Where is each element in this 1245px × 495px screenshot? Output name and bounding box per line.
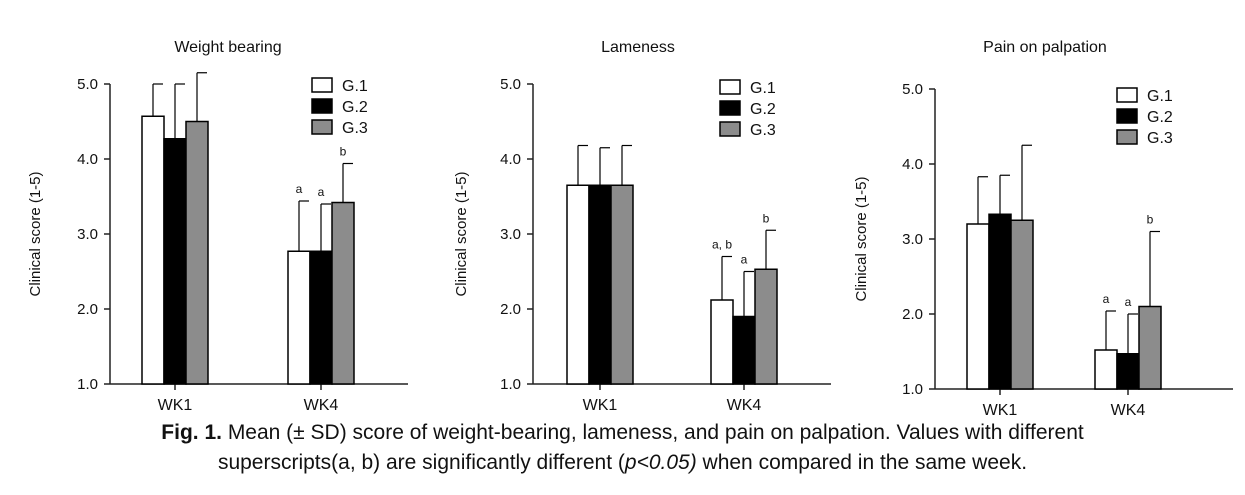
y-tick-label: 1.0 (902, 381, 923, 398)
legend-swatch (719, 79, 741, 95)
significance-label: b (340, 145, 347, 159)
bar-G3-wk1 (610, 184, 634, 385)
y-tick-label: 5.0 (500, 76, 521, 93)
caption-text-2b: when compared in the same week. (696, 451, 1028, 474)
caption-text-1: Mean (± SD) score of weight-bearing, lam… (227, 421, 1084, 444)
bar-G3-wk4 (754, 268, 778, 385)
chart-panel-2: Lameness Clinical score (1-5) 1.0 2.0 3.0 4.0… (453, 39, 831, 414)
significance-label: a (318, 185, 325, 199)
legend-label: G.2 (1147, 109, 1173, 126)
significance-label: b (763, 211, 770, 225)
x-tick-label: WK4 (1111, 402, 1146, 419)
y-tick-label: 3.0 (77, 226, 98, 243)
caption-label: Fig. 1. (161, 421, 222, 444)
legend-swatch (719, 100, 741, 116)
y-tick-label: 3.0 (902, 231, 923, 248)
bar-G1-wk1 (566, 184, 590, 385)
legend-swatch (719, 121, 741, 137)
significance-label: b (1147, 213, 1154, 227)
legend-label: G.3 (750, 122, 776, 139)
legend-swatch (1116, 108, 1138, 124)
legend: G.1 G.2 G.3 (1116, 87, 1173, 147)
y-tick-label: 4.0 (902, 156, 923, 173)
legend-label: G.2 (750, 101, 776, 118)
chart-panel-1: Weight bearing Clinical score (1-5) 1.0 2.0… (27, 39, 408, 414)
y-tick-label: 2.0 (500, 301, 521, 318)
x-tick-label: WK1 (583, 397, 618, 414)
bar-G3-wk1 (185, 120, 209, 385)
y-tick-label: 1.0 (500, 376, 521, 393)
y-tick-label: 2.0 (77, 301, 98, 318)
significance-label: a (296, 182, 303, 196)
y-tick-label: 5.0 (902, 81, 923, 98)
bar-G2-wk4 (1116, 353, 1140, 390)
y-tick-label: 1.0 (77, 376, 98, 393)
y-tick-label: 4.0 (77, 151, 98, 168)
x-tick-label: WK1 (158, 397, 193, 414)
y-tick-label: 2.0 (902, 306, 923, 323)
x-tick-label: WK1 (983, 402, 1018, 419)
legend-label: G.2 (342, 99, 368, 116)
legend-swatch (1116, 129, 1138, 145)
chart-title: Lameness (601, 39, 675, 56)
x-tick-label: WK4 (304, 397, 339, 414)
bar-G1-wk1 (966, 223, 990, 390)
legend-label: G.3 (1147, 130, 1173, 147)
figure-caption: Fig. 1. Mean (± SD) score of weight-bear… (0, 418, 1245, 478)
significance-label: a (1103, 292, 1110, 306)
y-tick-label: 3.0 (500, 226, 521, 243)
legend-swatch (311, 98, 333, 114)
bar-G1-wk4 (287, 250, 311, 385)
significance-label: a, b (712, 238, 732, 252)
legend-swatch (311, 77, 333, 93)
y-tick-label: 4.0 (500, 151, 521, 168)
caption-p-value: p<0.05) (624, 451, 697, 474)
chart-title: Weight bearing (174, 39, 281, 56)
bar-G1-wk4 (710, 299, 734, 385)
significance-label: a (741, 253, 748, 267)
x-tick-label: WK4 (727, 397, 762, 414)
chart-title: Pain on palpation (983, 39, 1107, 56)
legend-label: G.1 (1147, 88, 1173, 105)
legend-swatch (1116, 87, 1138, 103)
caption-line-2: superscripts(a, b) are significantly dif… (0, 448, 1245, 478)
legend: G.1 G.2 G.3 (311, 77, 368, 137)
chart-panel-3: Pain on palpation Clinical score (1-5) 1.0… (853, 39, 1233, 419)
y-axis-label: Clinical score (1-5) (853, 176, 870, 301)
bar-G2-wk1 (588, 184, 612, 385)
y-axis-label: Clinical score (1-5) (27, 171, 44, 296)
bar-G3-wk4 (331, 201, 355, 385)
significance-label: a (1125, 295, 1132, 309)
bar-G2-wk4 (309, 250, 333, 385)
bar-G2-wk1 (163, 138, 187, 385)
legend: G.1 G.2 G.3 (719, 79, 776, 139)
bar-G1-wk1 (141, 115, 165, 385)
bar-G1-wk4 (1094, 349, 1118, 390)
y-tick-label: 5.0 (77, 76, 98, 93)
bar-G3-wk4 (1138, 305, 1162, 390)
caption-text-2a: superscripts(a, b) are significantly dif… (217, 451, 625, 474)
bar-G2-wk1 (988, 213, 1012, 390)
bar-G3-wk1 (1010, 219, 1034, 390)
caption-line-1: Fig. 1. Mean (± SD) score of weight-bear… (0, 418, 1245, 448)
y-axis-label: Clinical score (1-5) (453, 171, 470, 296)
legend-swatch (311, 119, 333, 135)
bar-G2-wk4 (732, 315, 756, 385)
legend-label: G.1 (750, 80, 776, 97)
legend-label: G.1 (342, 78, 368, 95)
legend-label: G.3 (342, 120, 368, 137)
